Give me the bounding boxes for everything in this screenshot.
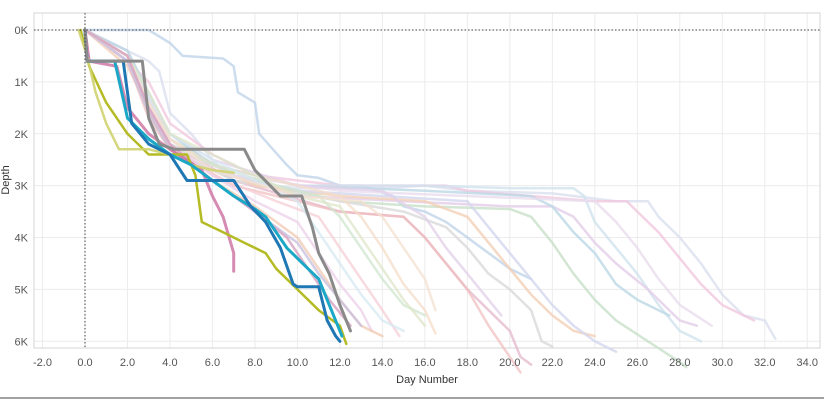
y-axis-title: Depth bbox=[0, 165, 12, 194]
gridlines bbox=[34, 13, 820, 348]
plot-area-border bbox=[33, 12, 821, 349]
x-tick-label: 22.0 bbox=[542, 357, 563, 369]
x-tick-label: 12.0 bbox=[329, 357, 350, 369]
x-tick-label: 26.0 bbox=[627, 357, 648, 369]
series-line-1 bbox=[83, 28, 533, 281]
x-tick-label: 28.0 bbox=[669, 357, 690, 369]
series-line-27 bbox=[77, 28, 235, 174]
x-tick-label: 20.0 bbox=[499, 357, 520, 369]
x-tick-label: 10.0 bbox=[287, 357, 308, 369]
y-tick-label: 2K bbox=[15, 129, 29, 141]
x-axis-tick-labels: -2.0 0.0 2.0 4.0 6.0 8.0 10.0 12.0 14.0 16.0 18.0 2… bbox=[33, 357, 818, 369]
y-tick-label: 5K bbox=[15, 284, 29, 296]
series-line-12 bbox=[83, 28, 713, 327]
x-tick-label: 8.0 bbox=[247, 357, 262, 369]
x-tick-label: 30.0 bbox=[712, 357, 733, 369]
x-tick-label: -2.0 bbox=[33, 357, 52, 369]
series-lines bbox=[77, 28, 777, 374]
y-axis-tick-labels: 0K 1K 2K 3K 4K 5K 6K bbox=[15, 25, 29, 348]
series-line-28 bbox=[83, 28, 344, 338]
y-tick-label: 3K bbox=[15, 181, 29, 193]
x-tick-label: 34.0 bbox=[797, 357, 818, 369]
x-tick-label: 16.0 bbox=[414, 357, 435, 369]
x-tick-label: 24.0 bbox=[584, 357, 605, 369]
x-tick-label: 14.0 bbox=[372, 357, 393, 369]
x-tick-label: 32.0 bbox=[754, 357, 775, 369]
x-tick-label: 6.0 bbox=[205, 357, 220, 369]
x-tick-label: 2.0 bbox=[120, 357, 135, 369]
y-tick-label: 4K bbox=[15, 233, 29, 245]
y-tick-label: 6K bbox=[15, 336, 29, 348]
series-line-29 bbox=[83, 28, 342, 343]
series-line-26 bbox=[79, 28, 348, 346]
x-axis-title: Day Number bbox=[396, 374, 458, 386]
x-tick-label: 0.0 bbox=[77, 357, 92, 369]
x-tick-label: 18.0 bbox=[457, 357, 478, 369]
y-tick-label: 0K bbox=[15, 25, 29, 37]
y-tick-label: 1K bbox=[15, 77, 29, 89]
x-tick-label: 4.0 bbox=[162, 357, 177, 369]
series-line-30 bbox=[83, 28, 352, 333]
series-line-3 bbox=[83, 28, 756, 322]
